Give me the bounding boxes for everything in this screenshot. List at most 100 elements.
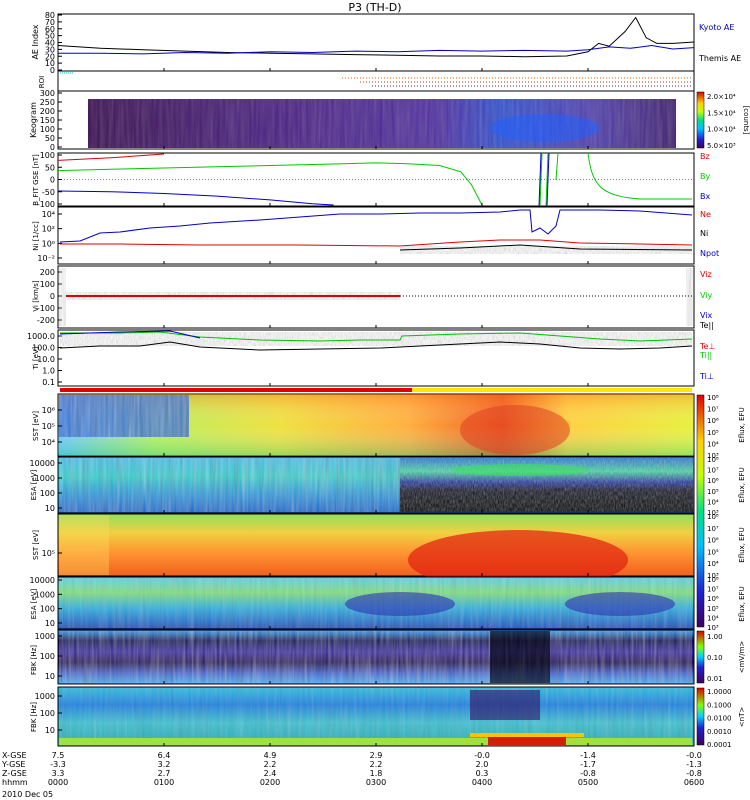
esa-e-y-tick-label: 10000 <box>30 459 55 468</box>
x-axis-date: 2010 Dec 05 <box>2 790 53 799</box>
x-axis-value: 4.9 <box>264 751 277 760</box>
ae-y-tick-label: 10 <box>45 59 55 68</box>
fbk-b-colorbar-tick-label: 0.0001 <box>707 741 732 749</box>
fbk-b-y-tick-label: 1000 <box>35 692 55 701</box>
mode-bar-red <box>60 388 412 392</box>
keogram-colorbar-tick-label: 2.0×10⁴ <box>707 93 736 101</box>
fbk-e-dark-region <box>490 631 550 683</box>
esa-i-dark-blob-1 <box>345 592 455 616</box>
mode-bar <box>60 388 692 392</box>
temperature-y-tick-label: 10.0 <box>37 355 55 364</box>
panel-bfield: B_FIT GSE [nT] -100 -50 0 50 100 Bz By Bx <box>32 151 710 209</box>
x-axis-value: 0100 <box>154 778 174 787</box>
eflux-colorbar-tick-label: 10⁶ <box>707 477 719 485</box>
legend-viy: Viy <box>700 291 713 300</box>
legend-te-par: Te|| <box>699 321 714 330</box>
fbk-e-y-tick-label: 1000 <box>35 632 55 641</box>
kyoto-ae-line <box>58 44 695 55</box>
x-axis-value: -1.3 <box>686 760 702 769</box>
fbk-e-ylabel: FBK [Hz] <box>30 645 38 675</box>
panel-velocity: Vi [km/s] -200 -100 0 100 200 Viz Viy Vix <box>32 265 713 329</box>
legend-ti-par: Ti|| <box>699 351 712 360</box>
fbk-e-texture <box>59 631 692 683</box>
esa-e-y-tick-label: 10 <box>45 504 55 513</box>
bfield-y-tick-label: 100 <box>40 151 55 160</box>
keogram-colorbar-tick-label: 5.0×10³ <box>707 142 736 150</box>
eflux-colorbar-tick-label: 10⁴ <box>707 498 719 506</box>
npot-line <box>399 244 693 251</box>
x-axis-value: 0000 <box>48 778 68 787</box>
keogram-colorbar-label: [counts] <box>742 106 750 135</box>
fbk-e-colorbar-tick-label: 1.00 <box>707 633 723 641</box>
sst-i-ytick-group: 10⁵ <box>42 549 62 558</box>
esa-i-ytick-group: 10 100 1000 10000 <box>30 576 62 628</box>
eflux-colorbar-ticks: 10³10⁴10⁵10⁶10⁷10⁸10³10⁴10⁵10⁶10⁷10⁸10³1… <box>707 394 719 632</box>
eflux-colorbar-tick-label: 10⁸ <box>707 576 719 584</box>
sst-e-y-tick-label: 10⁶ <box>42 406 55 415</box>
eflux-colorbar-tick-label: 10⁴ <box>707 614 719 622</box>
ti-line <box>60 331 693 342</box>
x-axis-value: 3.3 <box>52 769 65 778</box>
esa-e-y-tick-label: 100 <box>40 489 55 498</box>
panel-esa-ions: ESA [eV] 10 100 1000 10000 <box>30 576 695 630</box>
velocity-y-tick-label: -200 <box>37 316 55 325</box>
sst-i-hot-core <box>408 530 628 590</box>
legend-ne: Ne <box>700 210 711 219</box>
keogram-colorbar-ticks: 5.0×10³ 1.0×10⁴ 1.5×10⁴ 2.0×10⁴ <box>707 93 736 150</box>
sst-e-ylabel: SST [eV] <box>32 411 40 441</box>
keogram-bright-region <box>490 114 600 142</box>
fbk-e-colorbar-ticks: 0.01 0.10 1.00 <box>707 633 723 683</box>
by-line-late <box>587 152 692 200</box>
legend-bz: Bz <box>700 152 710 161</box>
fbk-b-hot-band-edge <box>470 733 584 737</box>
x-axis-value: -0.0 <box>686 751 702 760</box>
eflux-colorbar-tick-label: 10⁵ <box>707 605 719 613</box>
bfield-y-tick-label: -100 <box>37 200 55 209</box>
bfield-spikes <box>539 152 559 207</box>
velocity-y-tick-label: 100 <box>40 280 55 289</box>
fbk-e-y-tick-label: 10 <box>45 672 55 681</box>
eflux-colorbar-tick-label: 10⁷ <box>707 586 719 594</box>
fbk-b-hot-band <box>488 736 566 745</box>
esa-i-y-tick-label: 10000 <box>30 576 55 585</box>
esa-e-texture-left <box>59 458 399 512</box>
eflux-colorbar-label-1: Eflux, EFU <box>738 407 746 442</box>
eflux-colorbar-tick-label: 10⁵ <box>707 488 719 496</box>
fbk-e-colorbar <box>696 630 705 684</box>
keogram-y-tick-label: 0 <box>50 143 55 152</box>
x-axis-row-label: Z-GSE <box>2 769 27 778</box>
fbk-b-dark-region <box>470 690 540 720</box>
panel-ae-ylabel: AE Index <box>31 24 40 59</box>
legend-bx: Bx <box>700 192 710 201</box>
panel-density-frame <box>57 206 695 265</box>
keogram-colorbar <box>696 91 705 149</box>
sst-e-hot-core <box>460 405 570 455</box>
temperature-y-tick-label: 0.1 <box>42 378 55 387</box>
eflux-colorbar-tick-label: 10⁵ <box>707 429 719 437</box>
bfield-y-tick-label: 0 <box>50 176 55 185</box>
panel-ae-frame <box>57 13 695 72</box>
temperature-y-tick-label: 1.0 <box>42 367 55 376</box>
velocity-y-tick-label: 0 <box>50 292 55 301</box>
x-axis-value: 1.8 <box>370 769 383 778</box>
plot-title: P3 (TH-D) <box>348 1 401 14</box>
keogram-colorbar-tick-label: 1.5×10⁴ <box>707 109 736 117</box>
sst-e-y-tick-label: 10⁵ <box>42 422 55 431</box>
keogram-y-tick-label: 250 <box>40 98 55 107</box>
x-axis-value: 0300 <box>366 778 386 787</box>
ae-y-tick-label: 20 <box>45 52 55 61</box>
eflux-colorbar-tick-label: 10⁶ <box>707 537 719 545</box>
velocity-right-edge-band <box>686 268 693 326</box>
panel-fbk-b: FBK [Hz] 10 100 1000 0.0001 0.0010 0.0100 0.1… <box>30 686 746 749</box>
fbk-b-colorbar-ticks: 0.0001 0.0010 0.0100 0.1000 1.0000 <box>707 688 732 749</box>
x-axis-value: 2.2 <box>264 760 277 769</box>
eflux-colorbar-tick-label: 10³ <box>707 572 719 580</box>
x-axis-value: -3.3 <box>50 760 66 769</box>
fbk-b-colorbar-tick-label: 0.0010 <box>707 728 732 736</box>
fbk-e-ytick-group: 10 100 1000 <box>35 632 62 681</box>
panel-roi: ROI <box>38 70 695 92</box>
x-axis-value: 2.0 <box>476 760 489 769</box>
